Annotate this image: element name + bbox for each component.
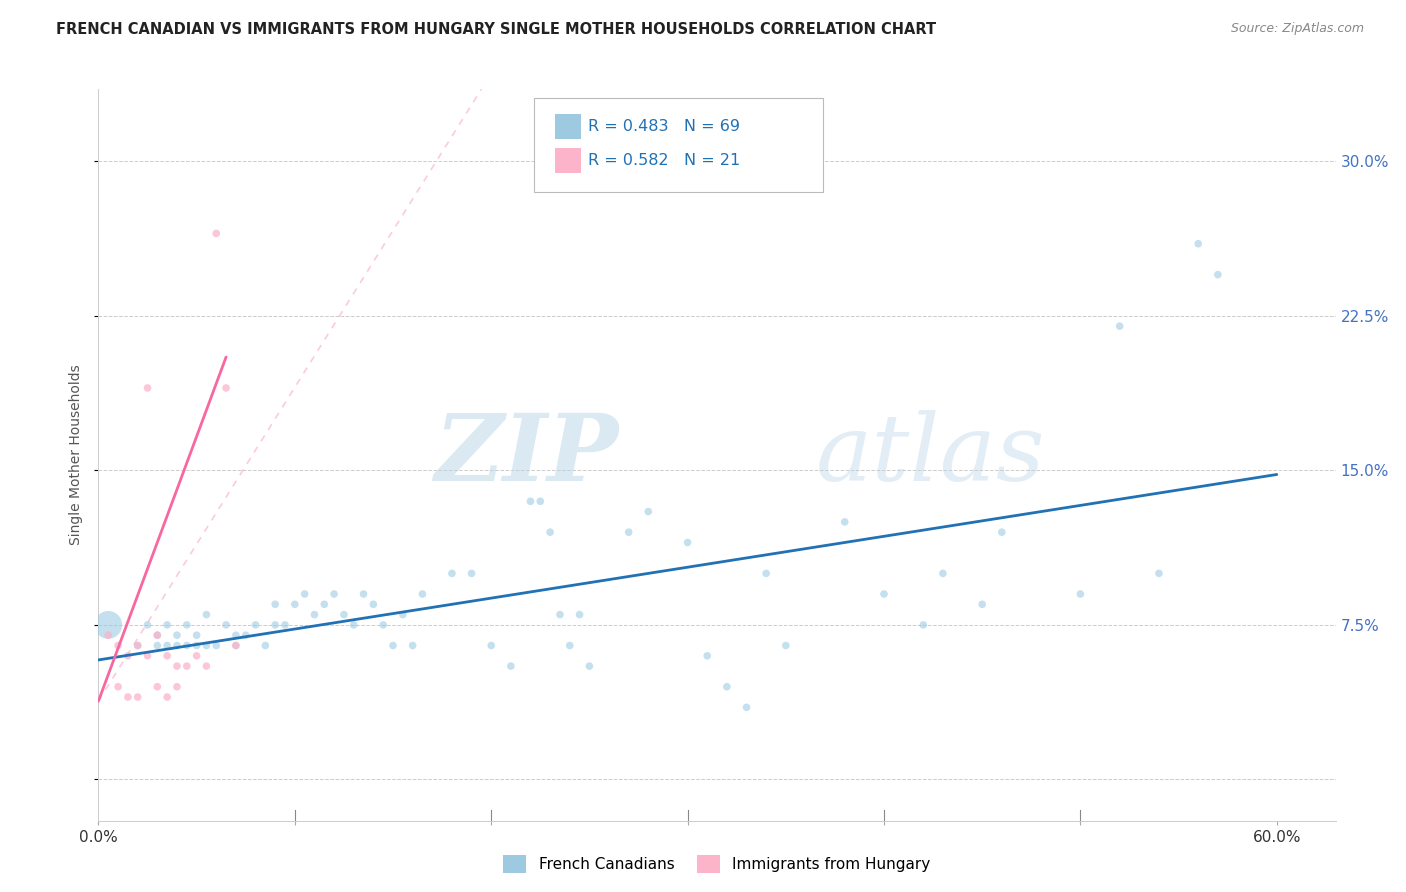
Point <box>1187 236 1209 251</box>
Point <box>176 618 198 632</box>
Point <box>1147 566 1170 581</box>
Point <box>186 639 208 653</box>
Point <box>176 659 198 673</box>
Point <box>156 618 179 632</box>
Point <box>538 525 561 540</box>
Point <box>166 659 188 673</box>
Point <box>716 680 738 694</box>
Point <box>195 607 218 622</box>
Point <box>294 587 316 601</box>
Point <box>873 587 896 601</box>
Point <box>107 680 129 694</box>
Point <box>97 628 120 642</box>
Point <box>127 639 149 653</box>
Point <box>696 648 718 663</box>
Point <box>166 680 188 694</box>
Point <box>991 525 1014 540</box>
Point <box>235 628 257 642</box>
Point <box>972 597 994 611</box>
Point <box>127 690 149 704</box>
Point <box>146 628 169 642</box>
Point <box>195 659 218 673</box>
Point <box>373 618 395 632</box>
Point <box>548 607 571 622</box>
Point <box>264 597 287 611</box>
Point <box>558 639 581 653</box>
Point <box>460 566 482 581</box>
Point <box>215 381 238 395</box>
Y-axis label: Single Mother Households: Single Mother Households <box>69 365 83 545</box>
Point <box>127 639 149 653</box>
Text: ZIP: ZIP <box>434 410 619 500</box>
Point <box>479 639 502 653</box>
Point <box>225 639 247 653</box>
Point <box>254 639 277 653</box>
Point <box>637 505 659 519</box>
Point <box>775 639 797 653</box>
Point <box>284 597 307 611</box>
Point <box>225 639 247 653</box>
Point <box>245 618 267 632</box>
Point <box>146 639 169 653</box>
Point <box>117 648 139 663</box>
Point <box>136 381 159 395</box>
Point <box>205 639 228 653</box>
Point <box>136 648 159 663</box>
Point <box>323 587 346 601</box>
Point <box>186 648 208 663</box>
Point <box>156 639 179 653</box>
Point <box>353 587 375 601</box>
Point <box>401 639 423 653</box>
Text: R = 0.483   N = 69: R = 0.483 N = 69 <box>588 120 740 134</box>
Point <box>499 659 522 673</box>
Point <box>735 700 758 714</box>
Point <box>343 618 366 632</box>
Point <box>166 628 188 642</box>
Point <box>304 607 326 622</box>
Point <box>314 597 336 611</box>
Text: Source: ZipAtlas.com: Source: ZipAtlas.com <box>1230 22 1364 36</box>
Point <box>912 618 935 632</box>
Point <box>411 587 433 601</box>
Point <box>117 690 139 704</box>
Point <box>932 566 955 581</box>
Point <box>156 648 179 663</box>
Point <box>834 515 856 529</box>
Point <box>1108 319 1130 334</box>
Point <box>215 618 238 632</box>
Text: FRENCH CANADIAN VS IMMIGRANTS FROM HUNGARY SINGLE MOTHER HOUSEHOLDS CORRELATION : FRENCH CANADIAN VS IMMIGRANTS FROM HUNGA… <box>56 22 936 37</box>
Text: atlas: atlas <box>815 410 1046 500</box>
Point <box>392 607 415 622</box>
Point <box>1069 587 1091 601</box>
Point <box>755 566 778 581</box>
Point <box>225 628 247 642</box>
Point <box>676 535 699 549</box>
Point <box>205 227 228 241</box>
Point <box>136 618 159 632</box>
Point <box>97 618 120 632</box>
Point <box>333 607 356 622</box>
Point <box>186 628 208 642</box>
Point <box>274 618 297 632</box>
Point <box>176 639 198 653</box>
Point <box>107 639 129 653</box>
Point <box>617 525 640 540</box>
Point <box>382 639 405 653</box>
Point <box>529 494 551 508</box>
Point <box>1206 268 1229 282</box>
Point <box>146 628 169 642</box>
Point <box>146 680 169 694</box>
Legend: French Canadians, Immigrants from Hungary: French Canadians, Immigrants from Hungar… <box>498 849 936 879</box>
Point <box>519 494 541 508</box>
Point <box>363 597 385 611</box>
Point <box>578 659 600 673</box>
Point <box>440 566 463 581</box>
Point <box>156 690 179 704</box>
Point <box>195 639 218 653</box>
Point <box>264 618 287 632</box>
Point <box>166 639 188 653</box>
Text: R = 0.582   N = 21: R = 0.582 N = 21 <box>588 153 740 168</box>
Point <box>568 607 591 622</box>
